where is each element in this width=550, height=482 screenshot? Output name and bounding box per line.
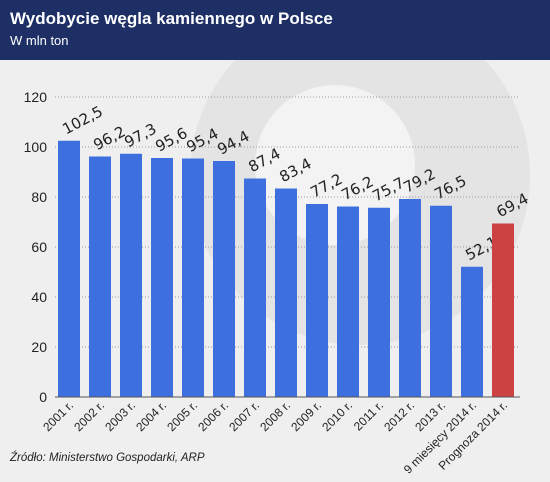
chart-title: Wydobycie węgla kamiennego w Polsce xyxy=(10,9,333,28)
bar xyxy=(89,156,111,397)
bar xyxy=(120,153,142,397)
x-tick-label: 2004 r. xyxy=(133,398,169,434)
y-tick-label: 20 xyxy=(31,339,47,355)
bar xyxy=(492,223,514,397)
x-tick-label: 2006 r. xyxy=(195,398,231,434)
bar xyxy=(213,161,235,397)
chart-header: Wydobycie węgla kamiennego w Polsce W ml… xyxy=(0,0,550,60)
bar xyxy=(306,204,328,397)
bar xyxy=(58,140,80,397)
chart-subtitle: W mln ton xyxy=(10,33,69,48)
bar xyxy=(430,205,452,397)
bar xyxy=(244,178,266,397)
bar xyxy=(461,266,483,397)
bar xyxy=(337,206,359,397)
y-tick-label: 100 xyxy=(24,139,48,155)
x-tick-label: 2012 r. xyxy=(381,398,417,434)
y-tick-label: 80 xyxy=(31,189,47,205)
y-tick-label: 120 xyxy=(24,89,48,105)
data-label: 97,3 xyxy=(121,120,159,152)
bar xyxy=(151,158,173,397)
source-note: Źródło: Ministerstwo Gospodarki, ARP xyxy=(10,452,205,464)
bar xyxy=(182,158,204,397)
bar xyxy=(275,188,297,397)
x-tick-label: 2007 r. xyxy=(226,398,262,434)
x-tick-label: 2002 r. xyxy=(71,398,107,434)
bar xyxy=(368,207,390,397)
x-tick-label: 2011 r. xyxy=(351,398,386,433)
y-tick-label: 40 xyxy=(31,289,47,305)
y-tick-label: 0 xyxy=(39,389,47,405)
x-tick-label: 2005 r. xyxy=(164,398,200,434)
bar xyxy=(399,199,421,397)
y-tick-label: 60 xyxy=(31,239,47,255)
x-tick-label: 2009 r. xyxy=(288,398,324,434)
x-tick-label: 2010 r. xyxy=(319,398,355,434)
x-tick-label: 2008 r. xyxy=(257,398,293,434)
x-tick-label: 2003 r. xyxy=(102,398,138,434)
